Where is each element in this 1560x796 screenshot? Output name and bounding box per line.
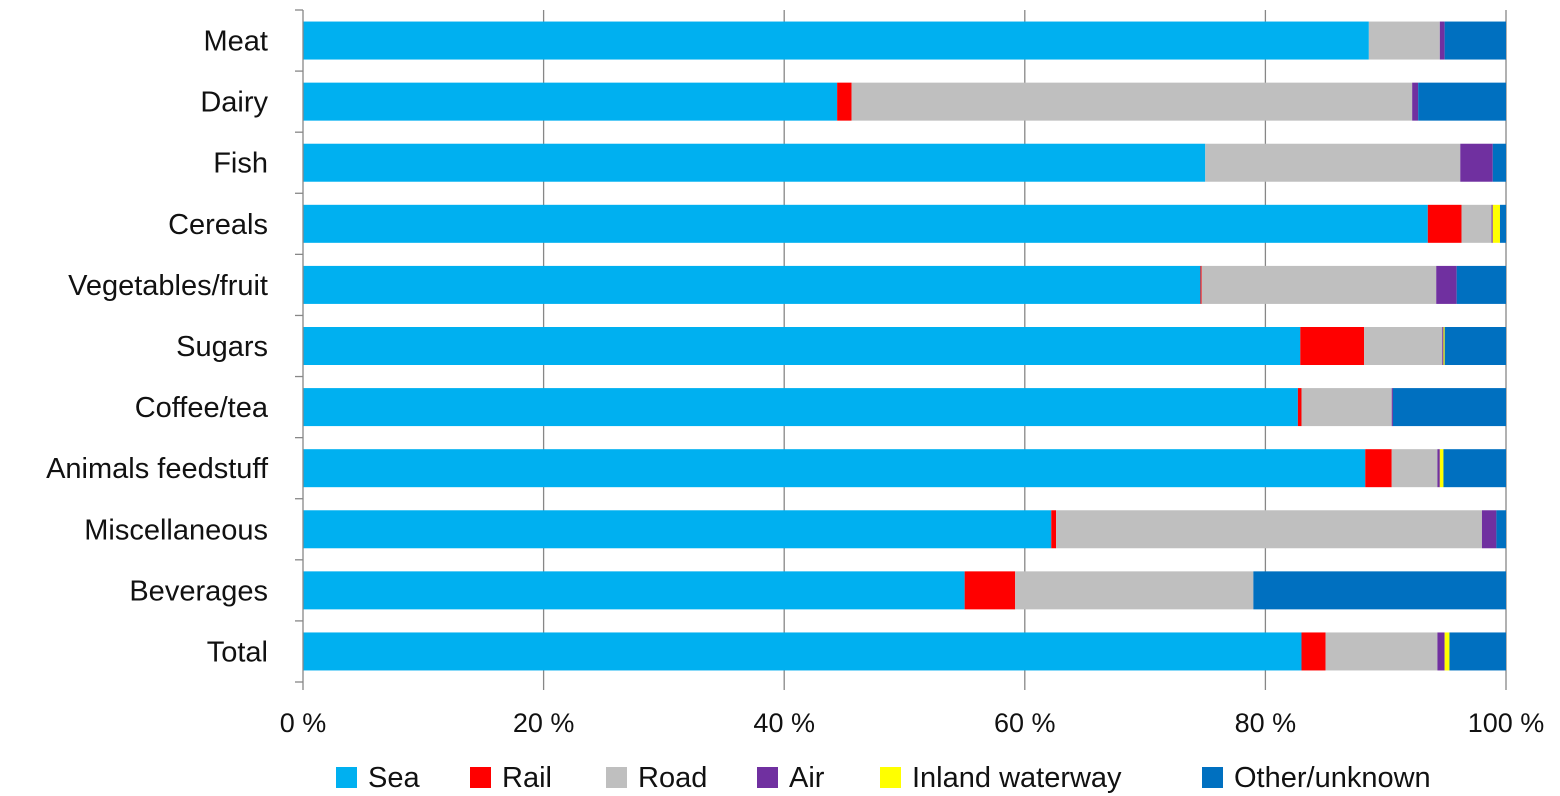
bar-segment-sea	[303, 632, 1302, 671]
bar-segment-other-unknown	[1456, 265, 1506, 304]
bar-segment-road	[1015, 571, 1254, 610]
legend-label: Other/unknown	[1234, 762, 1431, 794]
bar-segment-road	[1364, 327, 1443, 365]
bar-segment-air	[1460, 143, 1493, 182]
category-label: Miscellaneous	[84, 514, 268, 546]
bar-segment-road	[1368, 21, 1440, 60]
labels-layer: 0 % 20 % 40 % 60 % 80 % 100 % Meat Dairy Fish Cer…	[46, 26, 1544, 738]
bar-segment-sea	[303, 388, 1298, 427]
category-label: Animals feedstuff	[46, 453, 269, 485]
bar-segment-inland-waterway	[1492, 204, 1500, 243]
bar-segment-road	[851, 82, 1413, 121]
bar-segment-inland-waterway	[1443, 327, 1445, 365]
category-label: Cereals	[168, 209, 268, 241]
legend-swatch	[1202, 767, 1223, 788]
bar-segment-road	[1461, 204, 1492, 243]
bar-segment-sea	[303, 82, 838, 121]
bar-segment-inland-waterway	[1444, 632, 1450, 671]
legend-swatch	[470, 767, 491, 788]
bar-segment-sea	[303, 449, 1366, 488]
bar-segment-air	[1437, 449, 1440, 488]
bar-segment-road	[1205, 143, 1461, 182]
x-tick-label: 20 %	[513, 708, 575, 738]
category-label: Fish	[213, 148, 268, 180]
category-label: Coffee/tea	[135, 392, 269, 424]
bar-segment-other-unknown	[1444, 327, 1506, 365]
bar-segment-other-unknown	[1499, 204, 1506, 243]
bar-segment-rail	[964, 571, 1016, 610]
legend-label: Inland waterway	[912, 762, 1122, 794]
category-label: Total	[207, 636, 268, 668]
category-label: Meat	[204, 26, 268, 58]
bar-segment-road	[1056, 510, 1482, 549]
bar-segment-other-unknown	[1449, 632, 1506, 671]
x-tick-label: 0 %	[280, 708, 327, 738]
legend-label: Rail	[502, 762, 552, 794]
legend-label: Sea	[368, 762, 420, 794]
bar-segment-air	[1412, 82, 1419, 121]
bar-segment-road	[1391, 449, 1438, 488]
bar-segment-air	[1439, 21, 1445, 60]
legend-swatch	[880, 767, 901, 788]
bar-segment-rail	[1427, 204, 1462, 243]
bar-segment-other-unknown	[1443, 449, 1506, 488]
category-label: Vegetables/fruit	[68, 270, 268, 302]
x-tick-label: 100 %	[1468, 708, 1545, 738]
bar-segment-air	[1481, 510, 1497, 549]
bar-segment-air	[1437, 632, 1445, 671]
bar-segment-air	[1436, 265, 1457, 304]
category-label: Dairy	[200, 87, 268, 119]
bar-segment-other-unknown	[1253, 571, 1506, 610]
bar-segment-other-unknown	[1392, 388, 1506, 427]
bar-segment-sea	[303, 571, 965, 610]
bar-segment-other-unknown	[1418, 82, 1506, 121]
legend-swatch	[336, 767, 357, 788]
bar-segment-air	[1442, 327, 1444, 365]
x-tick-label: 40 %	[753, 708, 815, 738]
legend-label: Road	[638, 762, 707, 794]
bar-segment-air	[1391, 388, 1393, 427]
legend-layer: Sea Rail Road Air Inland waterway Other/unkno…	[336, 762, 1431, 794]
bar-segment-road	[1301, 388, 1392, 427]
category-label: Sugars	[176, 331, 268, 363]
x-tick-label: 60 %	[994, 708, 1056, 738]
legend-label: Air	[789, 762, 825, 794]
bar-segment-rail	[1365, 449, 1392, 488]
bar-segment-other-unknown	[1444, 21, 1506, 60]
bar-segment-rail	[837, 82, 852, 121]
bar-segment-sea	[303, 510, 1052, 549]
bar-segment-inland-waterway	[1439, 449, 1444, 488]
bar-segment-sea	[303, 204, 1428, 243]
bar-segment-rail	[1300, 327, 1365, 365]
bar-segment-sea	[303, 265, 1201, 304]
bar-segment-road	[1325, 632, 1438, 671]
legend-swatch	[606, 767, 627, 788]
axis-layer	[295, 9, 1507, 690]
bars-layer	[303, 21, 1506, 671]
x-tick-label: 80 %	[1235, 708, 1297, 738]
bar-segment-other-unknown	[1492, 143, 1506, 182]
bar-segment-rail	[1200, 265, 1202, 304]
bar-segment-rail	[1297, 388, 1302, 427]
bar-segment-road	[1201, 265, 1437, 304]
bar-segment-air	[1491, 204, 1493, 243]
bar-segment-other-unknown	[1496, 510, 1506, 549]
category-label: Beverages	[129, 575, 268, 607]
bar-segment-rail	[1301, 632, 1326, 671]
bar-segment-sea	[303, 327, 1301, 365]
bar-segment-rail	[1051, 510, 1057, 549]
legend-swatch	[757, 767, 778, 788]
bar-segment-sea	[303, 143, 1206, 182]
bar-segment-sea	[303, 21, 1369, 60]
